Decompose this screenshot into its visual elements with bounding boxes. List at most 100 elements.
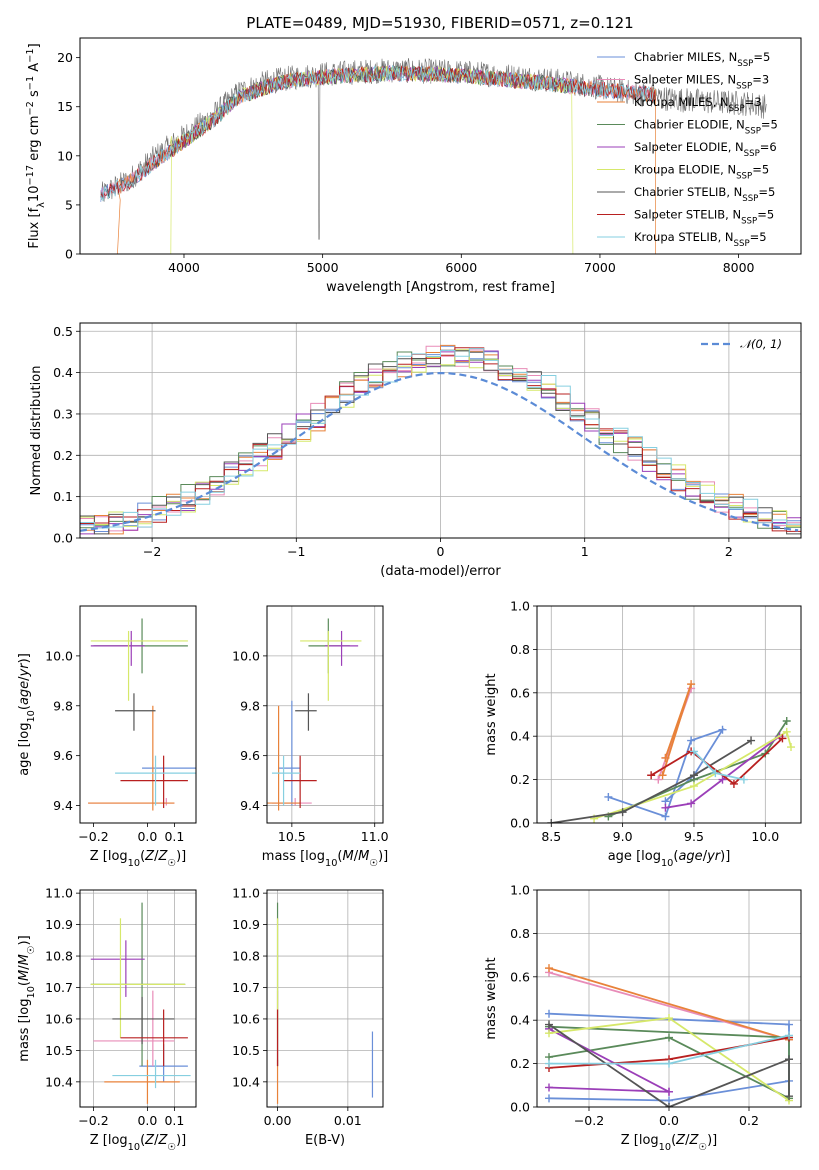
spectrum-plot-area [100, 58, 767, 254]
weight-vs-age-ytick-label: 0.6 [510, 685, 530, 700]
age-vs-mass-point-salpeter_elodie [325, 630, 359, 666]
weight-vs-age-marker-chabrier_miles [687, 736, 696, 745]
mass-vs-EBV-xlabel: E(B-V) [305, 1133, 345, 1148]
legend-label-normal: 𝒩(0, 1) [740, 337, 782, 351]
mass-vs-Z-frame [79, 889, 197, 1108]
figure-title: PLATE=0489, MJD=51930, FIBERID=0571, z=0… [246, 14, 633, 32]
weight-vs-age-xlabel: age [log10​(age/yr)] [608, 849, 731, 869]
mass-vs-EBV-panel: 0.00 0.01 10.4 10.5 10.6 10.7 10.8 10.9 11.0 E(B-… [232, 886, 384, 1148]
weight-vs-Z-series-chabrier_stelib [548, 1023, 790, 1107]
spectrum-xtick-label: 7000 [584, 260, 616, 275]
age-vs-mass-point-chabrier_miles [278, 700, 301, 806]
legend-label-kroupa_miles: Kroupa MILES, NSSP​=3 [634, 95, 762, 114]
mass-vs-Z-point-chabrier_stelib [112, 996, 175, 1045]
mass-vs-Z-ytick-label: 10.4 [45, 1074, 73, 1089]
spectrum-legend: Chabrier MILES, NSSP​=5 Salpeter MILES, N… [597, 50, 778, 249]
age-vs-mass-ytick-label: 9.4 [240, 798, 260, 813]
spectrum-model-kroupa_miles [117, 65, 656, 254]
mass-vs-EBV-ytick-label: 10.4 [232, 1074, 260, 1089]
weight-vs-age-marker-chabrier_stelib [547, 819, 556, 823]
age-vs-Z-ytick-label: 9.6 [53, 748, 73, 763]
age-vs-Z-xtick-label: −0.2 [78, 829, 108, 844]
weight-vs-age-marker-salpeter_stelib [778, 734, 787, 743]
weight-vs-Z-series-kroupa_miles [548, 967, 790, 1041]
weight-vs-Z-xlabel: Z [log10​(Z/Z☉​)] [621, 1133, 718, 1153]
age-vs-mass-ytick-label: 9.8 [240, 698, 260, 713]
spectrum-xtick-label: 4000 [168, 260, 200, 275]
weight-vs-age-plot-area [547, 680, 796, 823]
weight-vs-Z-marker-kroupa_elodie [545, 1029, 553, 1038]
age-vs-mass-point-kroupa_stelib [271, 755, 301, 806]
weight-vs-age-xtick-label: 10.0 [751, 829, 779, 844]
residuals-ytick-label: 0.5 [53, 324, 73, 339]
age-vs-Z-panel: −0.2 0.0 0.1 9.4 9.6 9.8 10.0 Z [log10​(Z/Z☉​)]… [17, 605, 197, 869]
weight-vs-Z-ytick-label: 0.0 [510, 1100, 530, 1115]
mass-vs-Z-xtick-label: −0.2 [78, 1113, 108, 1128]
spectrum-xlabel: wavelength [Angstrom, rest frame] [326, 280, 555, 295]
residuals-xtick-label: −1 [287, 544, 305, 559]
mass-vs-Z-panel: −0.2 0.0 0.1 10.4 10.5 10.6 10.7 10.8 10.9 11.0 Z … [17, 886, 197, 1153]
weight-vs-age-ytick-label: 0.8 [510, 642, 530, 657]
weight-vs-age-ylabel: mass weight [484, 673, 499, 755]
weight-vs-age-series-kroupa_miles [661, 683, 692, 776]
spectrum-ytick-label: 0 [65, 247, 73, 262]
weight-vs-Z-marker-salpeter_elodie [545, 1083, 553, 1092]
spectrum-ytick-label: 15 [57, 99, 73, 114]
mass-vs-EBV-xtick-label: 0.00 [264, 1113, 292, 1128]
weight-vs-Z-xtick-label: 0.2 [739, 1113, 759, 1128]
weight-vs-Z-xtick-label: 0.0 [659, 1113, 679, 1128]
spectrum-panel: 4000 5000 6000 7000 8000 0 5 10 15 20 wavelength [… [25, 37, 802, 295]
weight-vs-age-marker-chabrier_stelib [689, 771, 698, 780]
weight-vs-age-series-salpeter_elodie [665, 735, 781, 809]
mass-vs-Z-point-salpeter_stelib [120, 1009, 188, 1067]
age-vs-Z-point-kroupa_stelib [115, 755, 196, 806]
mass-vs-Z-ytick-label: 10.7 [45, 980, 73, 995]
weight-vs-Z-marker-kroupa_stelib [545, 1059, 553, 1068]
weight-vs-Z-marker-chabrier_stelib [545, 1020, 553, 1029]
weight-vs-age-ytick-label: 0.0 [510, 816, 530, 831]
spectrum-xtick-label: 6000 [445, 260, 477, 275]
age-vs-Z-point-kroupa_miles [88, 705, 175, 811]
mass-vs-EBV-ytick-label: 11.0 [232, 886, 260, 901]
mass-vs-EBV-ytick-label: 10.5 [232, 1043, 260, 1058]
weight-vs-age-series-kroupa_stelib [693, 750, 745, 781]
mass-vs-Z-ytick-label: 10.8 [45, 949, 73, 964]
age-vs-mass-ytick-label: 10.0 [232, 648, 260, 663]
spectrum-ylabel: Flux [fλ​10−17​ erg cm−2​ s−1​ A−1​] [25, 43, 47, 248]
age-vs-Z-frame [79, 605, 197, 824]
legend-label-kroupa_elodie: Kroupa ELODIE, NSSP​=5 [634, 163, 769, 182]
residuals-xtick-label: 0 [437, 544, 445, 559]
weight-vs-age-marker-chabrier_miles [661, 812, 670, 821]
age-vs-Z-ylabel: age [log10​(age/yr)] [17, 653, 37, 776]
weight-vs-Z-series-salpeter_elodie [548, 1028, 670, 1093]
mass-vs-Z-xtick-label: 0.1 [164, 1113, 184, 1128]
age-vs-Z-point-chabrier_stelib [115, 693, 156, 731]
age-vs-Z-xlabel: Z [log10​(Z/Z☉​)] [90, 849, 187, 869]
spectrum-ytick-label: 20 [57, 50, 73, 65]
weight-vs-Z-marker-chabrier_miles [785, 1020, 793, 1029]
mass-vs-Z-plot-area [90, 902, 191, 1104]
weight-vs-Z-marker-kroupa_miles [545, 964, 553, 973]
residuals-panel: −2 −1 0 1 2 0.0 0.1 0.2 0.3 0.4 0.5 (data-model)/er… [29, 322, 802, 579]
weight-vs-age-marker-chabrier_elodie [782, 717, 791, 726]
weight-vs-age-marker-kroupa_stelib [689, 747, 698, 756]
spectrum-ytick-label: 10 [57, 148, 73, 163]
residuals-ytick-label: 0.2 [53, 448, 73, 463]
weight-vs-Z-marker-chabrier_elodie [665, 1033, 673, 1042]
weight-vs-Z-ytick-label: 0.4 [510, 1013, 530, 1028]
mass-vs-EBV-ytick-label: 10.6 [232, 1011, 260, 1026]
weight-vs-age-series-kroupa_elodie [593, 730, 792, 820]
mass-vs-Z-ytick-label: 10.9 [45, 917, 73, 932]
weight-vs-age-marker-salpeter_stelib [729, 779, 738, 788]
mass-vs-Z-point-kroupa_stelib [112, 1059, 191, 1089]
weight-vs-age-ytick-label: 1.0 [510, 599, 530, 614]
mass-vs-EBV-ytick-label: 10.7 [232, 980, 260, 995]
age-vs-mass-xlabel: mass [log10​(M/M☉​)] [262, 849, 388, 869]
age-vs-mass-point-chabrier_stelib [295, 693, 317, 731]
mass-vs-Z-point-kroupa_elodie [90, 918, 186, 1038]
weight-vs-Z-marker-kroupa_stelib [665, 1059, 673, 1068]
weight-vs-age-marker-chabrier_stelib [747, 736, 756, 745]
normal-curve [80, 372, 799, 532]
spectrum-xtick-label: 5000 [307, 260, 339, 275]
